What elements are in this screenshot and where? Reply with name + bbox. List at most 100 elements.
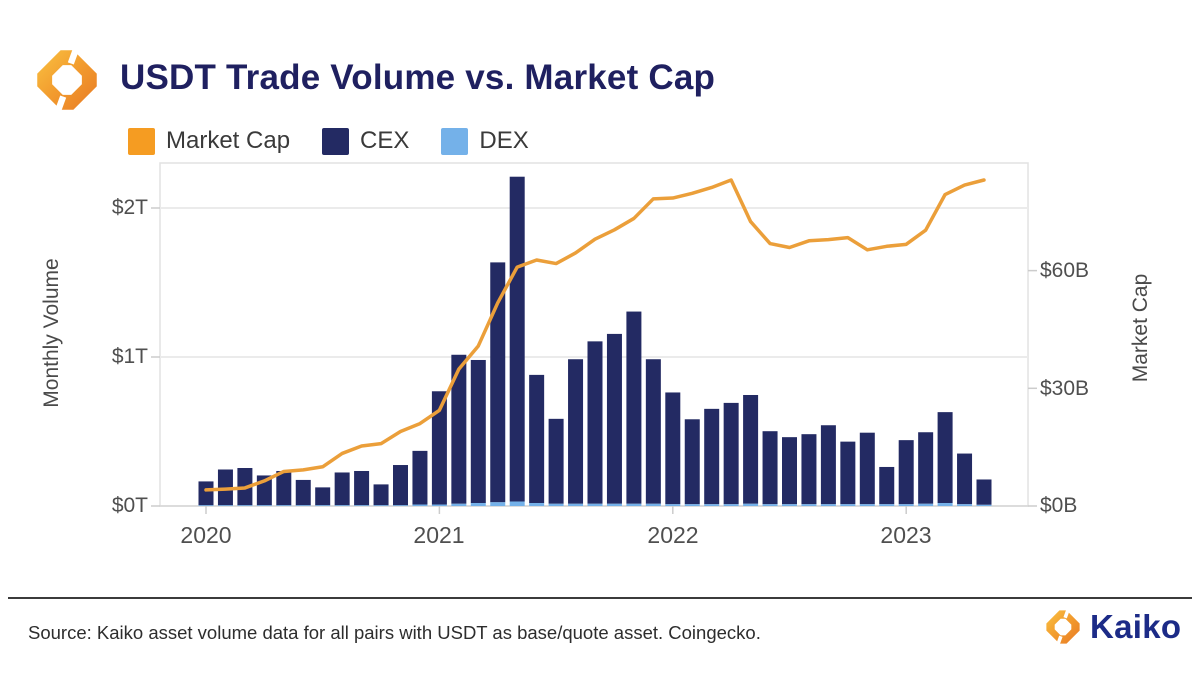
- bar-dex: [782, 504, 797, 506]
- bar-cex: [451, 354, 467, 504]
- bar-cex: [723, 402, 739, 505]
- bar-cex: [276, 470, 292, 506]
- bar-cex: [509, 176, 525, 502]
- legend-swatch-market-cap: [128, 127, 155, 155]
- legend-item-market-cap: Market Cap: [128, 127, 290, 155]
- footer-divider: [8, 597, 1192, 599]
- bar-cex: [820, 425, 836, 505]
- bar-cex: [645, 359, 661, 504]
- bar-dex: [568, 503, 584, 506]
- bar-dex: [918, 503, 934, 506]
- bar-dex: [898, 504, 914, 506]
- bar-dex: [276, 505, 292, 506]
- kaiko-logo-icon: [37, 46, 97, 114]
- bar-cex: [859, 432, 875, 505]
- bar-dex: [295, 505, 311, 506]
- bar-dex: [645, 503, 661, 506]
- legend-label-cex: CEX: [360, 127, 410, 154]
- bar-dex: [548, 503, 564, 506]
- bar-cex: [548, 418, 564, 504]
- bar-dex: [606, 503, 622, 506]
- bar-cex: [256, 475, 272, 506]
- bar-dex: [470, 503, 486, 506]
- plot-border: [159, 162, 1029, 507]
- bar-dex: [820, 504, 836, 506]
- bar-cex: [762, 431, 778, 505]
- bar-dex: [684, 504, 700, 506]
- legend-swatch-dex: [441, 127, 469, 155]
- x-tick-2020: 2020: [180, 522, 232, 548]
- legend-label-market-cap: Market Cap: [166, 127, 291, 154]
- left-axis-tick-2t: $2T: [111, 196, 148, 219]
- bar-dex: [937, 503, 953, 506]
- left-axis-title: Monthly Volume: [40, 258, 63, 408]
- bar-cex: [937, 412, 953, 504]
- bar-cex: [412, 450, 428, 505]
- kaiko-wordmark: Kaiko: [1090, 608, 1182, 645]
- bar-cex: [529, 374, 545, 504]
- bar-dex: [801, 504, 817, 506]
- bar-cex: [198, 481, 214, 506]
- bar-cex: [840, 441, 856, 505]
- bar-dex: [354, 505, 370, 506]
- bar-dex: [256, 505, 272, 506]
- bar-cex: [568, 359, 584, 504]
- bar-cex: [373, 484, 389, 506]
- x-tick-2023: 2023: [880, 522, 932, 548]
- bar-dex: [334, 505, 350, 506]
- bar-cex: [743, 394, 759, 504]
- bar-dex: [704, 504, 720, 506]
- bar-dex: [237, 505, 253, 506]
- bar-cex: [782, 437, 797, 505]
- bar-dex: [626, 503, 642, 506]
- bar-dex: [451, 503, 467, 506]
- right-axis-tick-30b: $30B: [1040, 377, 1090, 400]
- kaiko-logo-icon-footer: [1046, 608, 1080, 646]
- left-axis-tick-1t: $1T: [111, 345, 148, 368]
- left-axis-tick-0t: $0T: [111, 494, 148, 517]
- bar-cex: [801, 434, 817, 505]
- bar-dex: [431, 504, 447, 506]
- bar-cex: [393, 465, 408, 506]
- bar-dex: [217, 505, 233, 506]
- bar-dex: [859, 504, 875, 506]
- bar-cex: [976, 479, 992, 505]
- bar-cex: [334, 472, 350, 506]
- bar-dex: [976, 504, 992, 506]
- bar-dex: [957, 504, 973, 506]
- bar-cex: [295, 479, 311, 506]
- market-cap-line: [204, 178, 986, 492]
- x-tick-2022: 2022: [647, 522, 699, 548]
- bar-dex: [879, 504, 895, 506]
- bar-dex: [373, 505, 389, 506]
- right-axis-title: Market Cap: [1129, 273, 1152, 383]
- bar-cex: [898, 440, 914, 505]
- bar-cex: [918, 432, 934, 504]
- bar-dex: [665, 504, 681, 506]
- chart-legend: Market Cap CEX DEX: [128, 127, 561, 155]
- x-tick-2021: 2021: [413, 522, 465, 548]
- legend-label-dex: DEX: [479, 127, 529, 154]
- legend-swatch-cex: [322, 127, 350, 155]
- bar-cex: [490, 262, 506, 503]
- bar-dex: [393, 505, 408, 506]
- right-axis-tick-0b: $0B: [1040, 494, 1078, 517]
- bar-cex: [431, 391, 447, 505]
- bar-cex: [315, 487, 331, 506]
- bar-cex: [957, 453, 973, 505]
- bar-cex: [606, 333, 622, 504]
- legend-item-cex: CEX: [322, 127, 409, 155]
- bar-cex: [237, 468, 253, 506]
- legend-item-dex: DEX: [441, 127, 529, 155]
- bar-cex: [684, 419, 700, 505]
- bar-cex: [217, 469, 233, 506]
- bar-dex: [529, 503, 545, 506]
- bar-dex: [587, 503, 603, 506]
- bar-cex: [626, 311, 642, 504]
- source-note: Source: Kaiko asset volume data for all …: [28, 622, 761, 643]
- bar-dex: [723, 504, 739, 506]
- bar-cex: [470, 359, 486, 504]
- bar-dex: [509, 501, 525, 506]
